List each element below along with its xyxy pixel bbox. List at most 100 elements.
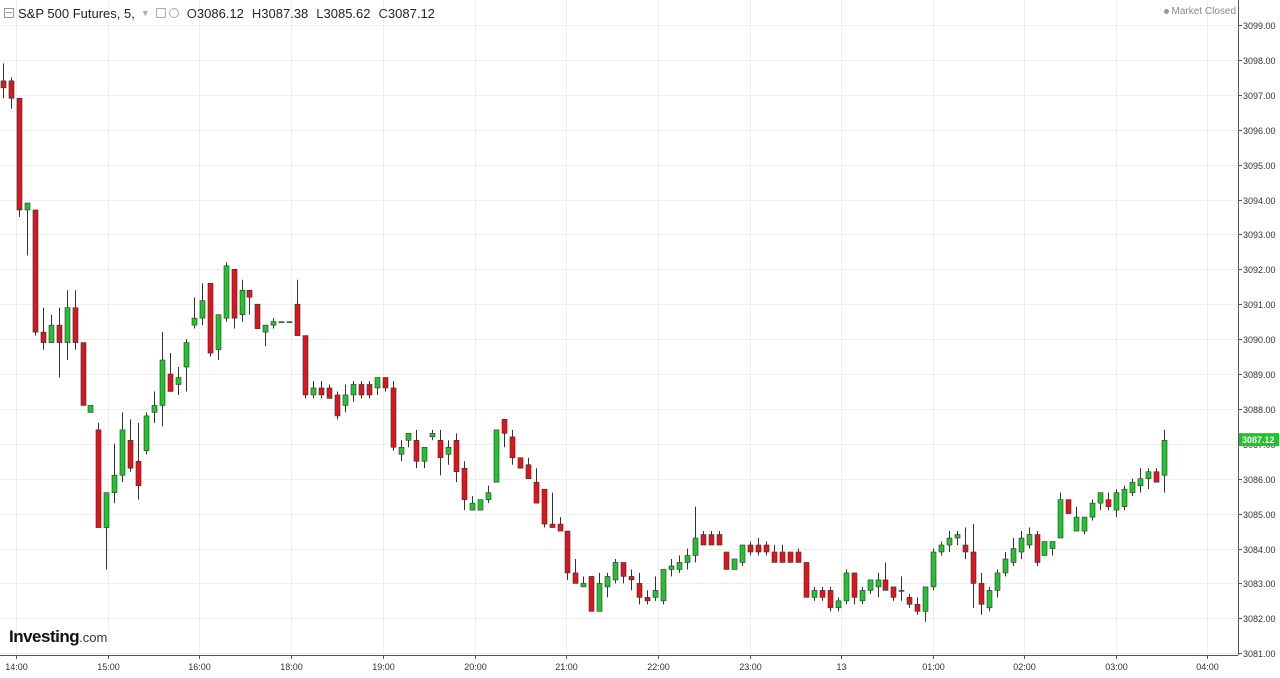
candle[interactable] (127, 419, 134, 472)
candle[interactable] (262, 324, 269, 347)
candle[interactable] (310, 380, 317, 399)
candle[interactable] (453, 433, 460, 483)
candle[interactable] (64, 290, 71, 361)
candle[interactable] (612, 558, 619, 584)
candle[interactable] (604, 572, 611, 598)
candle[interactable] (1002, 551, 1009, 577)
candle[interactable] (294, 279, 301, 336)
candle[interactable] (8, 77, 15, 109)
candle[interactable] (636, 572, 643, 605)
candle[interactable] (24, 202, 31, 256)
candle[interactable] (811, 586, 818, 601)
candle[interactable] (628, 569, 635, 591)
candle[interactable] (350, 380, 357, 402)
candle[interactable] (819, 586, 826, 601)
candle[interactable] (700, 531, 707, 546)
candle[interactable] (103, 492, 110, 570)
candle[interactable] (1137, 468, 1144, 493)
candle[interactable] (246, 289, 253, 315)
candle[interactable] (1153, 468, 1160, 483)
candle[interactable] (525, 457, 532, 479)
candle[interactable] (779, 545, 786, 563)
candle[interactable] (95, 422, 102, 528)
candle[interactable] (207, 282, 214, 357)
candle[interactable] (1026, 527, 1033, 549)
candle[interactable] (668, 558, 675, 577)
candle[interactable] (557, 517, 564, 532)
candle[interactable] (143, 412, 150, 455)
candle[interactable] (1065, 499, 1072, 514)
candle[interactable] (803, 562, 810, 598)
candle[interactable] (135, 422, 142, 500)
candle[interactable] (167, 353, 174, 392)
candle[interactable] (620, 562, 627, 584)
candle[interactable] (1057, 492, 1064, 539)
candle[interactable] (914, 597, 921, 615)
candle[interactable] (366, 380, 373, 399)
candle[interactable] (469, 496, 476, 511)
candle[interactable] (1010, 538, 1017, 566)
collapse-icon[interactable] (4, 8, 14, 18)
candle[interactable] (16, 97, 23, 217)
candle[interactable] (358, 380, 365, 399)
candle[interactable] (731, 558, 738, 570)
candle[interactable] (342, 384, 349, 413)
candle[interactable] (795, 548, 802, 563)
candle[interactable] (1089, 499, 1096, 521)
candle[interactable] (994, 569, 1001, 598)
candle[interactable] (962, 527, 969, 559)
candle[interactable] (270, 318, 277, 329)
candle[interactable] (302, 335, 309, 399)
candle[interactable] (286, 321, 293, 323)
candle[interactable] (588, 576, 595, 612)
candle[interactable] (859, 586, 866, 605)
candle[interactable] (1081, 516, 1088, 535)
candle[interactable] (1049, 541, 1056, 556)
candle[interactable] (549, 492, 556, 528)
visibility-icon[interactable] (155, 8, 166, 18)
candle[interactable] (254, 303, 261, 329)
candle[interactable] (119, 412, 126, 483)
candle[interactable] (851, 572, 858, 605)
candle[interactable] (978, 572, 985, 615)
settings-icon[interactable] (168, 8, 179, 18)
candle[interactable] (580, 576, 587, 588)
candle[interactable] (970, 524, 977, 608)
candle[interactable] (747, 541, 754, 556)
candle[interactable] (398, 440, 405, 462)
candle[interactable] (1145, 468, 1152, 490)
candle[interactable] (437, 429, 444, 476)
candle[interactable] (930, 548, 937, 591)
candle[interactable] (1121, 485, 1128, 511)
candle[interactable] (938, 541, 945, 556)
candle[interactable] (763, 541, 770, 556)
candle[interactable] (429, 429, 436, 441)
candle[interactable] (644, 590, 651, 605)
candle[interactable] (461, 461, 468, 511)
candle[interactable] (374, 377, 381, 395)
candle[interactable] (334, 391, 341, 420)
candle[interactable] (421, 446, 428, 469)
candle[interactable] (954, 531, 961, 546)
candle[interactable] (875, 572, 882, 598)
candle[interactable] (72, 290, 79, 350)
candle[interactable] (922, 586, 929, 622)
candle[interactable] (533, 468, 540, 504)
candle[interactable] (1161, 429, 1168, 493)
candle[interactable] (1105, 492, 1112, 511)
candle[interactable] (739, 544, 746, 566)
candle[interactable] (676, 555, 683, 573)
candle[interactable] (318, 380, 325, 399)
candle[interactable] (326, 384, 333, 399)
candle[interactable] (906, 593, 913, 608)
candle[interactable] (1113, 489, 1120, 518)
candle[interactable] (835, 597, 842, 612)
candle[interactable] (183, 339, 190, 392)
candle[interactable] (898, 576, 905, 601)
candle[interactable] (390, 380, 397, 451)
candle[interactable] (771, 545, 778, 563)
candle[interactable] (215, 314, 222, 361)
candle[interactable] (692, 506, 699, 563)
candle[interactable] (882, 562, 889, 591)
